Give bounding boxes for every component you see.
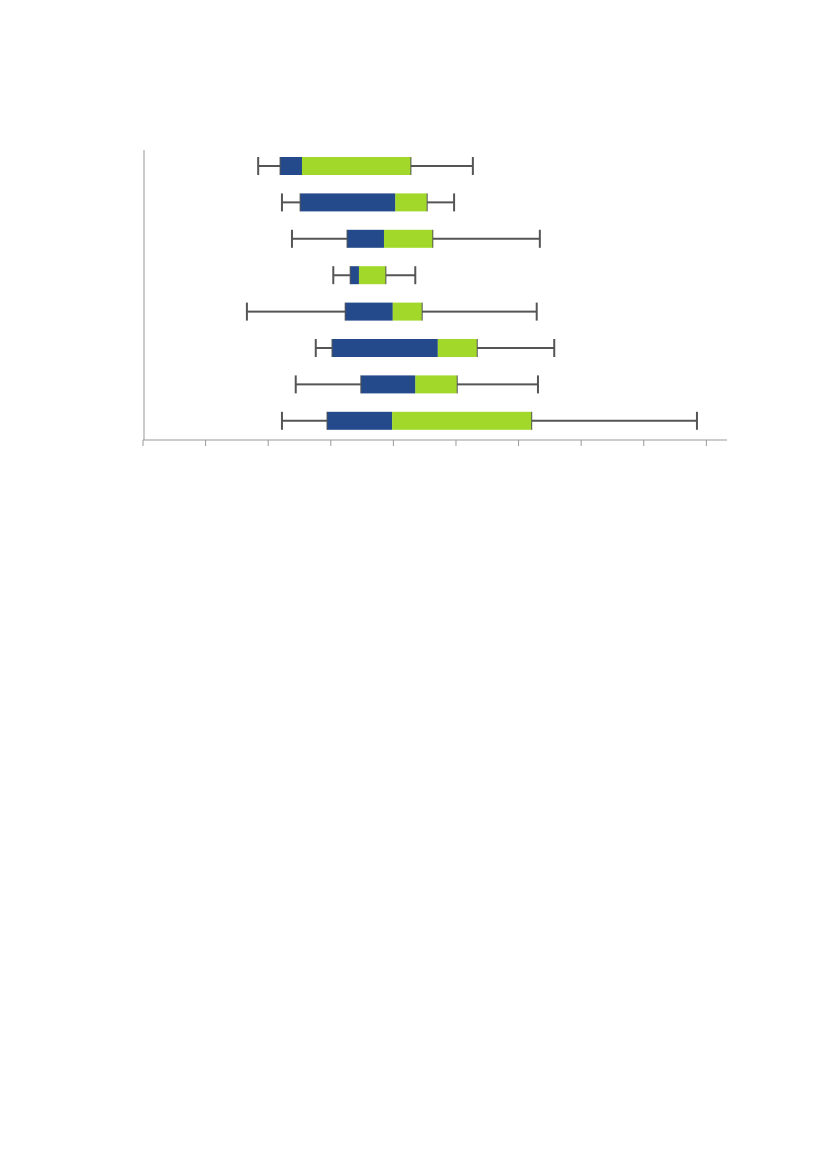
box-lower [345,302,393,321]
box-upper [383,229,433,248]
box-upper [392,302,423,321]
box-upper [301,157,411,175]
box-lower [327,411,393,430]
box-lower [350,266,359,285]
box-upper [437,339,478,357]
box-lower [347,229,384,248]
box-lower [332,339,438,357]
box-lower [300,193,396,212]
box-upper [358,266,386,285]
box-upper [395,193,428,212]
box-lower [280,157,302,175]
box-lower [360,375,416,394]
box-upper [415,375,458,394]
box-upper [392,411,532,430]
